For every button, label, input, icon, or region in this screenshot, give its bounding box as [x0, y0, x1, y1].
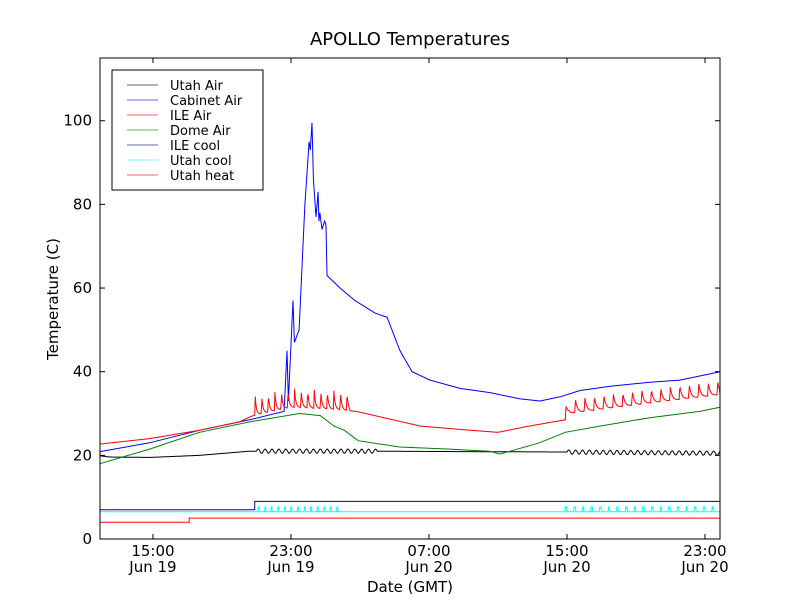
legend-label: Utah Air [170, 79, 223, 94]
chart-title: APOLLO Temperatures [310, 29, 510, 50]
legend-label: ILE Air [170, 109, 212, 124]
series-layer [99, 122, 721, 523]
y-tick-label: 60 [73, 279, 92, 297]
x-tick-label-date: Jun 20 [680, 558, 728, 576]
series-line-cabinet-air [99, 122, 721, 453]
series-line-utah-heat [100, 517, 720, 523]
y-tick-label: 100 [63, 112, 92, 130]
x-tick-label-date: Jun 20 [404, 558, 452, 576]
x-axis-label: Date (GMT) [367, 578, 453, 596]
x-tick-label-time: 15:00 [131, 542, 174, 560]
x-tick-label-time: 15:00 [545, 542, 588, 560]
x-tick-label-date: Jun 19 [128, 558, 176, 576]
x-tick-label-time: 23:00 [683, 542, 726, 560]
legend-label: Cabinet Air [170, 94, 243, 109]
y-tick-label: 80 [73, 195, 92, 213]
series-line-utah-air [100, 448, 721, 458]
series-line-dome-air [99, 406, 721, 465]
legend-label: Utah cool [170, 154, 232, 169]
y-tick-label: 0 [82, 530, 92, 548]
series-line-utah-cool [100, 506, 720, 513]
legend-label: Dome Air [170, 124, 231, 139]
series-line-ile-air [99, 382, 721, 445]
y-axis-label: Temperature (C) [44, 238, 62, 361]
x-tick-label-time: 07:00 [407, 542, 450, 560]
legend-label: ILE cool [170, 139, 220, 154]
plot-frame [99, 57, 721, 540]
x-tick-label-date: Jun 19 [266, 558, 314, 576]
legend-label: Utah heat [170, 169, 234, 184]
y-tick-label: 20 [73, 446, 92, 464]
x-tick-label-time: 23:00 [269, 542, 312, 560]
series-line-ile-cool [100, 500, 720, 511]
y-tick-label: 40 [73, 363, 92, 381]
x-tick-label-date: Jun 20 [542, 558, 590, 576]
